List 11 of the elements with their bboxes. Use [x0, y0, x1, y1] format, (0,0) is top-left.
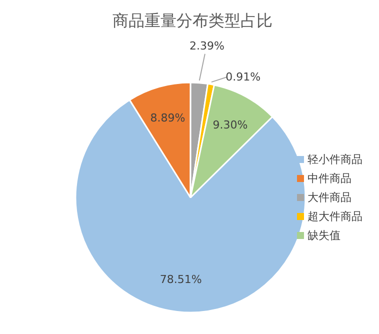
data-label: 78.51% [160, 273, 202, 286]
legend-label: 超大件商品 [308, 210, 362, 223]
data-label: 0.91% [226, 70, 261, 84]
legend-label: 缺失值 [308, 229, 340, 242]
chart-title: 商品重量分布类型占比 [112, 11, 272, 30]
legend-label: 大件商品 [308, 191, 352, 204]
legend-label: 中件商品 [308, 172, 352, 185]
data-label: 2.39% [189, 39, 224, 52]
data-label: 9.30% [212, 118, 248, 132]
data-label: 8.89% [150, 111, 186, 124]
legend-label: 轻小件商品 [308, 153, 362, 166]
